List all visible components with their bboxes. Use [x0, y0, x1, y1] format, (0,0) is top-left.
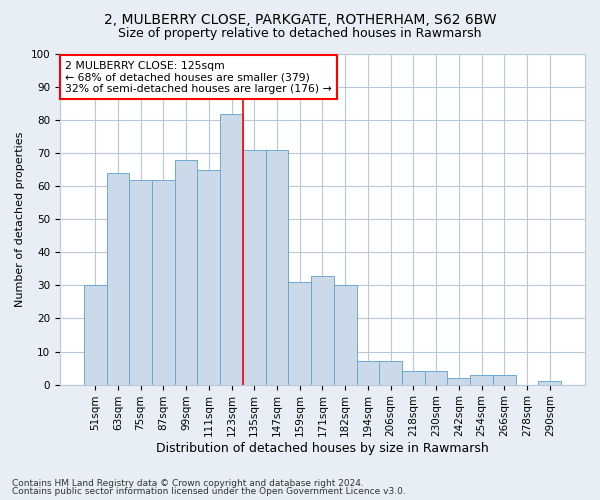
Bar: [425, 372, 448, 384]
Bar: [470, 374, 493, 384]
Text: Contains public sector information licensed under the Open Government Licence v3: Contains public sector information licen…: [12, 487, 406, 496]
Bar: [402, 372, 425, 384]
Bar: [107, 173, 129, 384]
Bar: [197, 170, 220, 384]
X-axis label: Distribution of detached houses by size in Rawmarsh: Distribution of detached houses by size …: [156, 442, 489, 455]
Bar: [538, 382, 561, 384]
Bar: [84, 286, 107, 384]
Text: Size of property relative to detached houses in Rawmarsh: Size of property relative to detached ho…: [118, 28, 482, 40]
Bar: [493, 374, 515, 384]
Bar: [243, 150, 266, 384]
Text: Contains HM Land Registry data © Crown copyright and database right 2024.: Contains HM Land Registry data © Crown c…: [12, 478, 364, 488]
Bar: [356, 362, 379, 384]
Bar: [175, 160, 197, 384]
Bar: [379, 362, 402, 384]
Y-axis label: Number of detached properties: Number of detached properties: [15, 132, 25, 307]
Bar: [129, 180, 152, 384]
Bar: [334, 286, 356, 384]
Text: 2, MULBERRY CLOSE, PARKGATE, ROTHERHAM, S62 6BW: 2, MULBERRY CLOSE, PARKGATE, ROTHERHAM, …: [104, 12, 496, 26]
Bar: [220, 114, 243, 384]
Bar: [311, 276, 334, 384]
Bar: [266, 150, 289, 384]
Text: 2 MULBERRY CLOSE: 125sqm
← 68% of detached houses are smaller (379)
32% of semi-: 2 MULBERRY CLOSE: 125sqm ← 68% of detach…: [65, 60, 332, 94]
Bar: [152, 180, 175, 384]
Bar: [448, 378, 470, 384]
Bar: [289, 282, 311, 384]
